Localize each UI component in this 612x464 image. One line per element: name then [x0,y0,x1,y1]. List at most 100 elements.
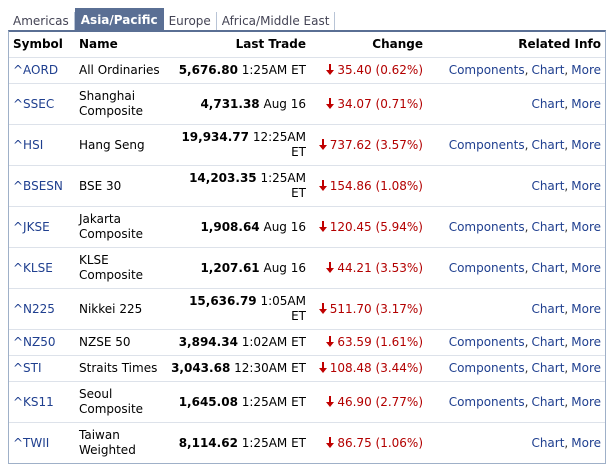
symbol-link[interactable]: ^BSESN [13,178,63,193]
region-tab[interactable]: Africa/Middle East [217,12,336,30]
related-link[interactable]: More [571,137,601,152]
related-link[interactable]: Components [448,137,525,152]
region-tab[interactable]: Americas [8,12,75,30]
price: 1,207.61 [200,260,260,275]
change-cell: 46.90 (2.77%) [310,381,427,423]
related-link[interactable]: Components [448,219,525,234]
related-link[interactable]: Components [448,335,525,349]
related-link[interactable]: Chart [531,394,565,409]
last-trade-cell: 1,207.61 Aug 16 [167,247,310,289]
column-header: Name [75,32,167,58]
quote-row: ^N225 Nikkei 225 15,636.79 1:05AM ET 511.70… [9,288,605,330]
symbol-cell: ^KLSE [9,247,75,289]
last-trade-cell: 15,636.79 1:05AM ET [167,288,310,330]
region-tab[interactable]: Asia/Pacific [74,8,164,30]
symbol-link[interactable]: ^JKSE [13,219,50,234]
related-link[interactable]: More [571,178,601,193]
separator: , [564,361,569,375]
symbol-cell: ^TWII [9,423,75,464]
last-trade-cell: 8,114.62 1:25AM ET [167,423,310,464]
related-link[interactable]: Chart [531,137,565,152]
symbol-cell: ^NZ50 [9,329,75,356]
separator: , [524,137,529,152]
separator: , [524,260,529,275]
related-link[interactable]: More [571,260,601,275]
symbol-link[interactable]: ^SSEC [13,96,55,111]
index-name: BSE 30 [75,165,167,207]
related-link[interactable]: Chart [531,96,565,111]
index-name: Nikkei 225 [75,288,167,330]
index-name: Jakarta Composite [75,206,167,248]
related-link[interactable]: More [571,219,601,234]
symbol-link[interactable]: ^HSI [13,137,44,152]
separator: , [564,435,569,450]
related-link[interactable]: More [571,435,601,450]
symbol-cell: ^HSI [9,124,75,166]
trade-time: 1:02AM ET [241,335,306,349]
related-link[interactable]: More [571,394,601,409]
separator: , [564,260,569,275]
related-link[interactable]: Chart [531,219,565,234]
related-link[interactable]: Chart [531,435,565,450]
quote-row: ^BSESN BSE 30 14,203.35 1:25AM ET 154.86 (1… [9,165,605,207]
related-link[interactable]: Chart [531,178,565,193]
related-link[interactable]: Components [448,260,525,275]
related-link[interactable]: More [571,361,601,375]
related-link[interactable]: Chart [531,361,565,375]
body: Americas Asia/Pacific Europe Africa/Middle … [8,8,606,464]
symbol-cell: ^N225 [9,288,75,330]
related-link[interactable]: More [571,301,601,316]
price: 3,894.34 [178,335,238,349]
quote-row: ^SSEC Shanghai Composite 4,731.38 Aug 16 34… [9,83,605,125]
separator: , [524,361,529,375]
related-info-cell: Chart, More [427,423,605,464]
change-value: 511.70 (3.17%) [329,301,423,316]
last-trade-cell: 4,731.38 Aug 16 [167,83,310,125]
symbol-link[interactable]: ^TWII [13,435,50,450]
related-link[interactable]: More [571,96,601,111]
related-link[interactable]: Chart [531,260,565,275]
change-cell: 737.62 (3.57%) [310,124,427,166]
quote-row: ^TWII Taiwan Weighted 8,114.62 1:25AM ET 86… [9,423,605,464]
separator: , [524,63,529,77]
index-name: NZSE 50 [75,329,167,356]
index-name: Taiwan Weighted [79,428,136,457]
index-name: KLSE Composite [75,247,167,289]
change-cell: 154.86 (1.08%) [310,165,427,207]
down-arrow [326,261,335,273]
price: 4,731.38 [200,96,260,111]
related-link[interactable]: Components [448,361,525,375]
related-link[interactable]: Components [448,63,525,77]
price: 15,636.79 [189,294,257,308]
down-arrow [318,302,327,314]
column-header: Symbol [9,32,75,58]
change-value: 108.48 (3.44%) [329,361,423,375]
change-value: 86.75 (1.06%) [337,435,423,450]
symbol-link[interactable]: ^STI [13,361,42,375]
related-link[interactable]: More [571,63,601,77]
last-trade-cell: 14,203.35 1:25AM ET [167,165,310,207]
related-link[interactable]: More [571,335,601,349]
symbol-cell: ^AORD [9,57,75,84]
trade-time: 1:25AM ET [241,394,306,409]
quotes-widget: Americas Asia/Pacific Europe Africa/Middle … [8,8,606,464]
trade-time: 1:25AM ET [241,435,306,450]
symbol-link[interactable]: ^KLSE [13,260,53,275]
symbol-link[interactable]: ^NZ50 [13,335,56,349]
symbol-link[interactable]: ^AORD [13,63,59,77]
change-cell: 120.45 (5.94%) [310,206,427,248]
related-link[interactable]: Chart [531,335,565,349]
price: 5,676.80 [178,63,238,77]
related-link[interactable]: Components [448,394,525,409]
related-link[interactable]: Chart [531,301,565,316]
region-tabs: Americas Asia/Pacific Europe Africa/Middle … [8,8,606,30]
change-value: 120.45 (5.94%) [329,219,423,234]
symbol-link[interactable]: ^N225 [13,301,55,316]
symbol-link[interactable]: ^KS11 [13,394,54,409]
region-tab[interactable]: Europe [164,12,217,30]
related-link[interactable]: Chart [531,63,565,77]
separator: , [524,394,529,409]
column-header: Related Info [427,32,605,58]
down-arrow [318,138,327,150]
trade-time: 12:25AM ET [252,130,306,159]
